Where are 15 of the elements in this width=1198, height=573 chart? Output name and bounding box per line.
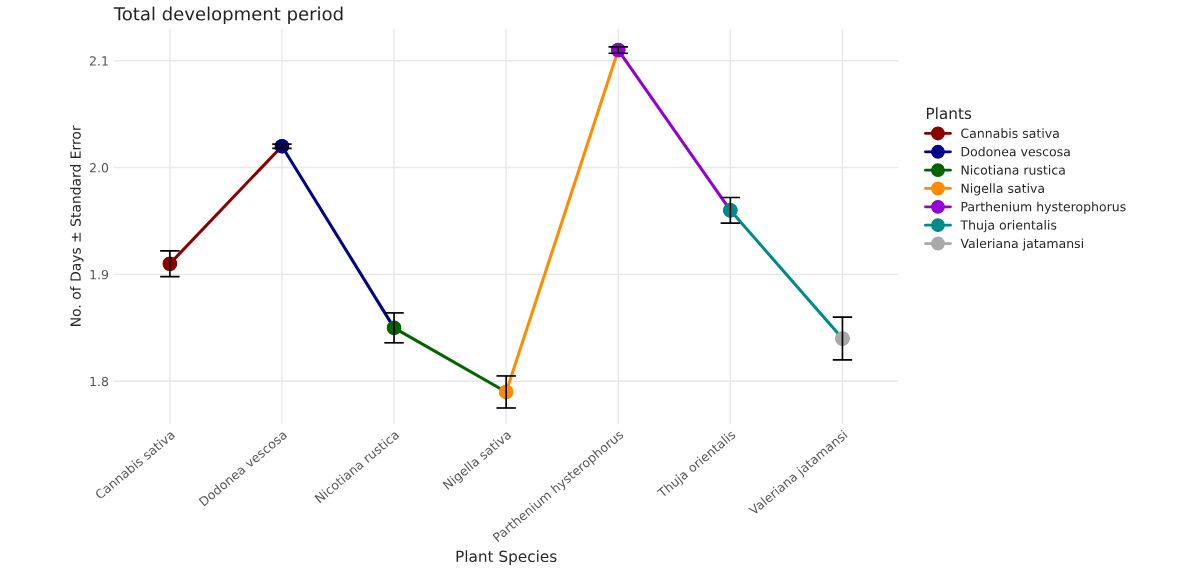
y-tick-label: 2.1 — [89, 56, 108, 66]
y-axis-title: No. of Days ± Standard Error — [70, 125, 84, 326]
legend-label: Nicotiana rustica — [961, 165, 1065, 175]
y-tick-label: 2.0 — [89, 163, 109, 173]
legend-label: Thuja orientalis — [960, 220, 1057, 233]
y-tick-label: 1.8 — [90, 376, 109, 387]
x-axis-title: Plant Species — [456, 550, 557, 566]
legend-label: Cannabis sativa — [961, 128, 1059, 138]
legend-label: Nigella sativa — [961, 183, 1044, 196]
chart-title: Total development period — [113, 6, 343, 25]
legend-label: Parthenium hysterophorus — [961, 201, 1126, 214]
y-tick-label: 1.9 — [90, 269, 109, 280]
legend-title: Plants — [926, 107, 972, 120]
legend-label: Valeriana jatamansi — [960, 238, 1083, 251]
legend-label: Dodonea vescosa — [961, 146, 1070, 157]
